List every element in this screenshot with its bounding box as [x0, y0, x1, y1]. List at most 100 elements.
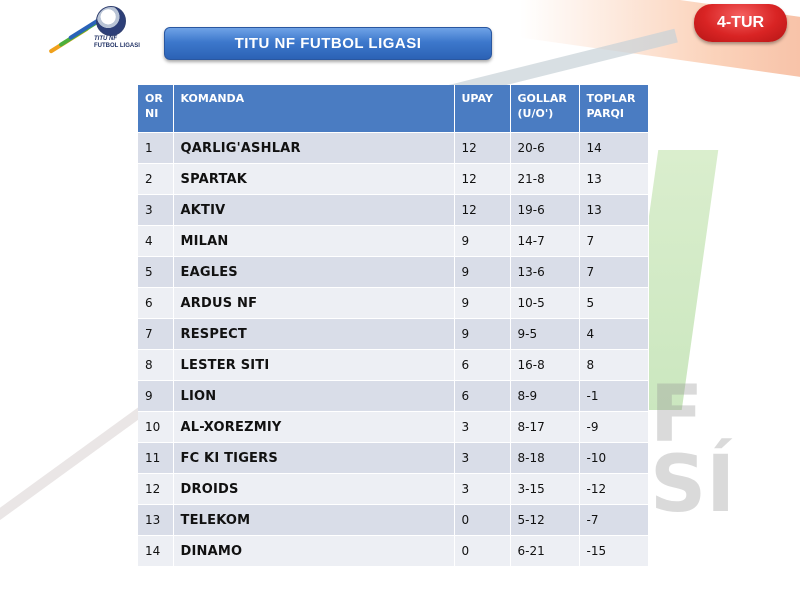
rank-cell: 9 [138, 380, 174, 412]
goal-diff-cell: 7 [579, 225, 649, 257]
points-cell: 9 [454, 225, 511, 257]
logo-text: TITU NF FUTBOL LIGASI [94, 36, 140, 50]
table-row: 14 DINAMO 0 6-21 -15 [138, 535, 649, 566]
column-header-goals-label: GOLLAR (U/O') [517, 92, 567, 120]
goals-cell: 16-8 [510, 349, 580, 381]
goals-cell: 3-15 [510, 473, 580, 505]
team-cell: QARLIG'ASHLAR [173, 132, 455, 164]
points-cell: 0 [454, 504, 511, 536]
goals-cell: 9-5 [510, 318, 580, 350]
team-cell: LESTER SITI [173, 349, 455, 381]
goals-cell: 8-9 [510, 380, 580, 412]
column-header-team: KOMANDA [173, 85, 455, 133]
goals-cell: 13-6 [510, 256, 580, 288]
goal-diff-cell: 4 [579, 318, 649, 350]
points-cell: 12 [454, 163, 511, 195]
goals-cell: 8-18 [510, 442, 580, 474]
points-cell: 12 [454, 132, 511, 164]
column-header-goals: GOLLAR (U/O') [510, 85, 580, 133]
goal-diff-cell: -15 [579, 535, 649, 566]
goal-diff-cell: -1 [579, 380, 649, 412]
points-cell: 3 [454, 473, 511, 505]
goal-diff-cell: 13 [579, 163, 649, 195]
goal-diff-cell: 14 [579, 132, 649, 164]
table-row: 11 FC KI TIGERS 3 8-18 -10 [138, 442, 649, 474]
column-header-goal-diff: TOPLAR PARQI [579, 85, 649, 133]
goal-diff-cell: -9 [579, 411, 649, 443]
column-header-goal-diff-label: TOPLAR PARQI [586, 92, 636, 120]
goal-diff-cell: 8 [579, 349, 649, 381]
goals-cell: 8-17 [510, 411, 580, 443]
team-cell: LION [173, 380, 455, 412]
team-cell: SPARTAK [173, 163, 455, 195]
rank-cell: 1 [138, 132, 174, 164]
table-row: 13 TELEKOM 0 5-12 -7 [138, 504, 649, 536]
table-row: 4 MILAN 9 14-7 7 [138, 225, 649, 257]
rank-cell: 4 [138, 225, 174, 257]
team-cell: AKTIV [173, 194, 455, 226]
table-row: 6 ARDUS NF 9 10-5 5 [138, 287, 649, 319]
rank-cell: 8 [138, 349, 174, 381]
column-header-points: UPAY [454, 85, 511, 133]
rank-cell: 5 [138, 256, 174, 288]
points-cell: 9 [454, 318, 511, 350]
background-watermark-letters: F SÍ [650, 370, 736, 530]
table-row: 9 LION 6 8-9 -1 [138, 380, 649, 412]
table-row: 8 LESTER SITI 6 16-8 8 [138, 349, 649, 381]
team-cell: TELEKOM [173, 504, 455, 536]
league-logo: TITU NF FUTBOL LIGASI [38, 2, 148, 56]
table-header-row: OR NI KOMANDA UPAY GOLLAR (U/O') TOPLAR … [138, 85, 649, 133]
standings-body: 1 QARLIG'ASHLAR 12 20-6 14 2 SPARTAK 12 … [138, 132, 649, 566]
goal-diff-cell: 13 [579, 194, 649, 226]
team-cell: MILAN [173, 225, 455, 257]
round-badge: 4-TUR [694, 4, 787, 42]
table-row: 2 SPARTAK 12 21-8 13 [138, 163, 649, 195]
rank-cell: 3 [138, 194, 174, 226]
goal-diff-cell: -10 [579, 442, 649, 474]
rank-cell: 7 [138, 318, 174, 350]
points-cell: 12 [454, 194, 511, 226]
table-row: 10 AL-XOREZMIY 3 8-17 -9 [138, 411, 649, 443]
standings-table: OR NI KOMANDA UPAY GOLLAR (U/O') TOPLAR … [138, 85, 649, 566]
table-row: 1 QARLIG'ASHLAR 12 20-6 14 [138, 132, 649, 164]
table-row: 12 DROIDS 3 3-15 -12 [138, 473, 649, 505]
points-cell: 3 [454, 411, 511, 443]
football-icon [96, 6, 126, 36]
goals-cell: 20-6 [510, 132, 580, 164]
rank-cell: 14 [138, 535, 174, 566]
team-cell: DROIDS [173, 473, 455, 505]
page-title: TITU NF FUTBOL LIGASI [164, 27, 492, 60]
column-header-team-label: KOMANDA [180, 92, 245, 105]
rank-cell: 10 [138, 411, 174, 443]
team-cell: RESPECT [173, 318, 455, 350]
column-header-rank: OR NI [138, 85, 174, 133]
team-cell: ARDUS NF [173, 287, 455, 319]
team-cell: AL-XOREZMIY [173, 411, 455, 443]
goals-cell: 19-6 [510, 194, 580, 226]
goals-cell: 14-7 [510, 225, 580, 257]
rank-cell: 13 [138, 504, 174, 536]
points-cell: 9 [454, 256, 511, 288]
table-row: 7 RESPECT 9 9-5 4 [138, 318, 649, 350]
rank-cell: 6 [138, 287, 174, 319]
goal-diff-cell: 5 [579, 287, 649, 319]
goals-cell: 21-8 [510, 163, 580, 195]
rank-cell: 11 [138, 442, 174, 474]
table-row: 5 EAGLES 9 13-6 7 [138, 256, 649, 288]
goals-cell: 10-5 [510, 287, 580, 319]
goals-cell: 5-12 [510, 504, 580, 536]
team-cell: EAGLES [173, 256, 455, 288]
goal-diff-cell: 7 [579, 256, 649, 288]
goal-diff-cell: -12 [579, 473, 649, 505]
team-cell: DINAMO [173, 535, 455, 566]
rank-cell: 12 [138, 473, 174, 505]
points-cell: 3 [454, 442, 511, 474]
column-header-points-label: UPAY [461, 92, 493, 105]
table-row: 3 AKTIV 12 19-6 13 [138, 194, 649, 226]
logo-line-1: TITU NF [94, 36, 117, 42]
logo-line-2: FUTBOL LIGASI [94, 43, 140, 49]
points-cell: 9 [454, 287, 511, 319]
points-cell: 6 [454, 349, 511, 381]
points-cell: 6 [454, 380, 511, 412]
team-cell: FC KI TIGERS [173, 442, 455, 474]
